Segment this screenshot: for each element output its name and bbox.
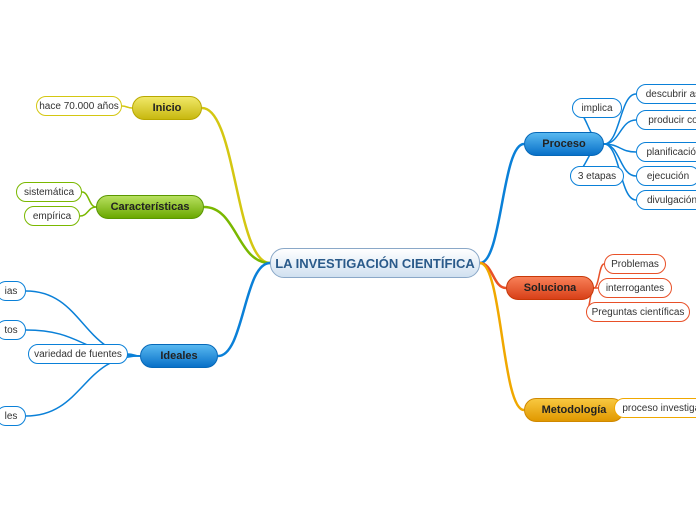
leaf-node[interactable]: 3 etapas bbox=[570, 166, 624, 186]
leaf-node[interactable]: planificación bbox=[636, 142, 696, 162]
leaf-node[interactable]: variedad de fuentes bbox=[28, 344, 128, 364]
leaf-node[interactable]: implica bbox=[572, 98, 622, 118]
branch-inicio[interactable]: Inicio bbox=[132, 96, 202, 120]
branch-caracteristicas[interactable]: Características bbox=[96, 195, 204, 219]
leaf-node[interactable]: ias bbox=[0, 281, 26, 301]
leaf-node[interactable]: Preguntas científicas bbox=[586, 302, 690, 322]
branch-proceso[interactable]: Proceso bbox=[524, 132, 604, 156]
leaf-node[interactable]: tos bbox=[0, 320, 26, 340]
leaf-node[interactable]: ejecución bbox=[636, 166, 696, 186]
leaf-node[interactable]: producir conoc bbox=[636, 110, 696, 130]
center-node[interactable]: LA INVESTIGACIÓN CIENTÍFICA bbox=[270, 248, 480, 278]
leaf-node[interactable]: empírica bbox=[24, 206, 80, 226]
leaf-node[interactable]: descubrir aspec bbox=[636, 84, 696, 104]
leaf-node[interactable]: hace 70.000 años bbox=[36, 96, 122, 116]
branch-metodologia[interactable]: Metodología bbox=[524, 398, 624, 422]
branch-ideales[interactable]: Ideales bbox=[140, 344, 218, 368]
branch-soluciona[interactable]: Soluciona bbox=[506, 276, 594, 300]
leaf-node[interactable]: divulgación bbox=[636, 190, 696, 210]
leaf-node[interactable]: proceso investigativo bbox=[614, 398, 696, 418]
leaf-node[interactable]: sistemática bbox=[16, 182, 82, 202]
leaf-node[interactable]: interrogantes bbox=[598, 278, 672, 298]
leaf-node[interactable]: les bbox=[0, 406, 26, 426]
leaf-node[interactable]: Problemas bbox=[604, 254, 666, 274]
